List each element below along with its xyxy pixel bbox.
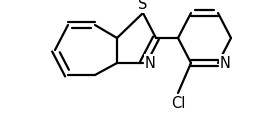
Text: N: N: [220, 56, 231, 71]
Text: S: S: [138, 0, 148, 12]
Text: N: N: [145, 56, 156, 71]
Text: Cl: Cl: [171, 96, 185, 111]
